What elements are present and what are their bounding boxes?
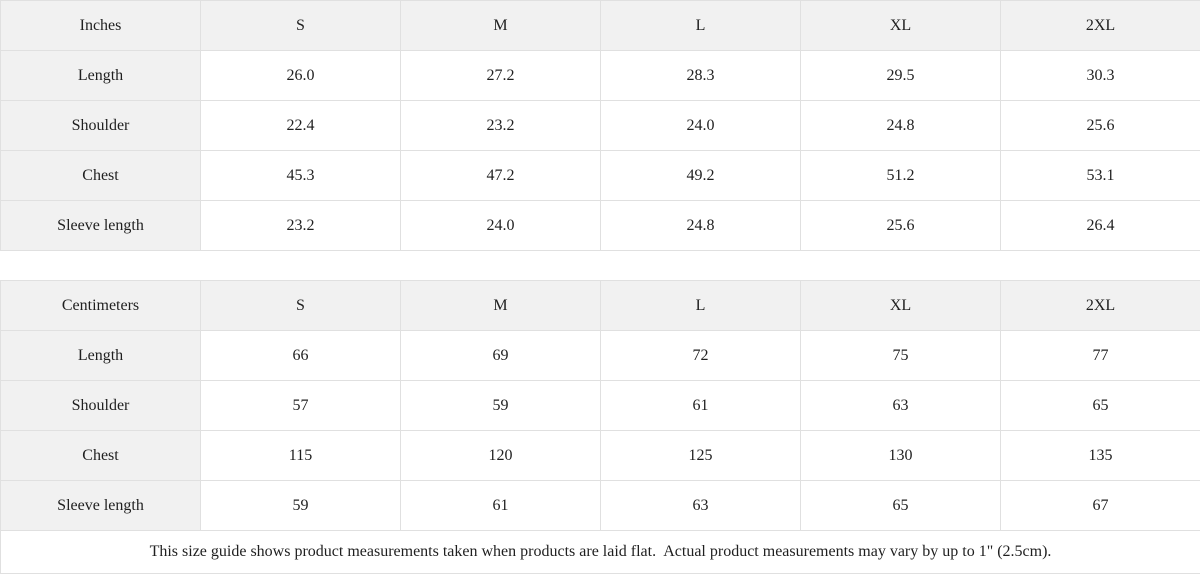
value-cell: 53.1 [1000,150,1200,201]
inches-size-header-m: M [400,0,601,51]
value-cell: 24.8 [800,100,1001,151]
centimeters-size-header-m: M [400,280,601,331]
value-cell: 67 [1000,480,1200,531]
value-cell: 75 [800,330,1001,381]
inches-size-header-xl: XL [800,0,1001,51]
value-cell: 57 [200,380,401,431]
value-cell: 65 [800,480,1001,531]
value-cell: 65 [1000,380,1200,431]
value-cell: 120 [400,430,601,481]
value-cell: 24.8 [600,200,801,251]
inches-size-header-l: L [600,0,801,51]
value-cell: 130 [800,430,1001,481]
inches-size-header-s: S [200,0,401,51]
row-label: Sleeve length [0,480,201,531]
inches-unit-header: Inches [0,0,201,51]
value-cell: 45.3 [200,150,401,201]
table-spacer-row [0,250,1200,281]
value-cell: 23.2 [200,200,401,251]
inches-row-chest: Chest 45.3 47.2 49.2 51.2 53.1 [0,150,1200,201]
value-cell: 47.2 [400,150,601,201]
centimeters-row-chest: Chest 115 120 125 130 135 [0,430,1200,481]
centimeters-row-sleeve-length: Sleeve length 59 61 63 65 67 [0,480,1200,531]
centimeters-row-length: Length 66 69 72 75 77 [0,330,1200,381]
value-cell: 23.2 [400,100,601,151]
inches-row-length: Length 26.0 27.2 28.3 29.5 30.3 [0,50,1200,101]
value-cell: 59 [200,480,401,531]
footer-row: This size guide shows product measuremen… [0,530,1200,574]
value-cell: 24.0 [400,200,601,251]
value-cell: 22.4 [200,100,401,151]
value-cell: 28.3 [600,50,801,101]
value-cell: 51.2 [800,150,1001,201]
row-label: Shoulder [0,100,201,151]
row-label: Chest [0,430,201,481]
value-cell: 63 [600,480,801,531]
size-guide-note: This size guide shows product measuremen… [0,530,1200,574]
value-cell: 61 [400,480,601,531]
value-cell: 59 [400,380,601,431]
value-cell: 25.6 [800,200,1001,251]
inches-header-row: Inches S M L XL 2XL [0,0,1200,51]
centimeters-size-header-2xl: 2XL [1000,280,1200,331]
value-cell: 63 [800,380,1001,431]
value-cell: 30.3 [1000,50,1200,101]
centimeters-header-row: Centimeters S M L XL 2XL [0,280,1200,331]
value-cell: 49.2 [600,150,801,201]
centimeters-size-header-l: L [600,280,801,331]
inches-row-shoulder: Shoulder 22.4 23.2 24.0 24.8 25.6 [0,100,1200,151]
centimeters-row-shoulder: Shoulder 57 59 61 63 65 [0,380,1200,431]
value-cell: 27.2 [400,50,601,101]
value-cell: 29.5 [800,50,1001,101]
value-cell: 66 [200,330,401,381]
value-cell: 135 [1000,430,1200,481]
centimeters-unit-header: Centimeters [0,280,201,331]
inches-size-header-2xl: 2XL [1000,0,1200,51]
value-cell: 61 [600,380,801,431]
row-label: Sleeve length [0,200,201,251]
value-cell: 77 [1000,330,1200,381]
value-cell: 72 [600,330,801,381]
centimeters-size-header-s: S [200,280,401,331]
value-cell: 125 [600,430,801,481]
table-spacer [0,250,1200,281]
value-cell: 26.4 [1000,200,1200,251]
row-label: Length [0,330,201,381]
row-label: Length [0,50,201,101]
row-label: Shoulder [0,380,201,431]
value-cell: 25.6 [1000,100,1200,151]
row-label: Chest [0,150,201,201]
inches-row-sleeve-length: Sleeve length 23.2 24.0 24.8 25.6 26.4 [0,200,1200,251]
value-cell: 69 [400,330,601,381]
value-cell: 26.0 [200,50,401,101]
value-cell: 115 [200,430,401,481]
value-cell: 24.0 [600,100,801,151]
centimeters-size-header-xl: XL [800,280,1001,331]
